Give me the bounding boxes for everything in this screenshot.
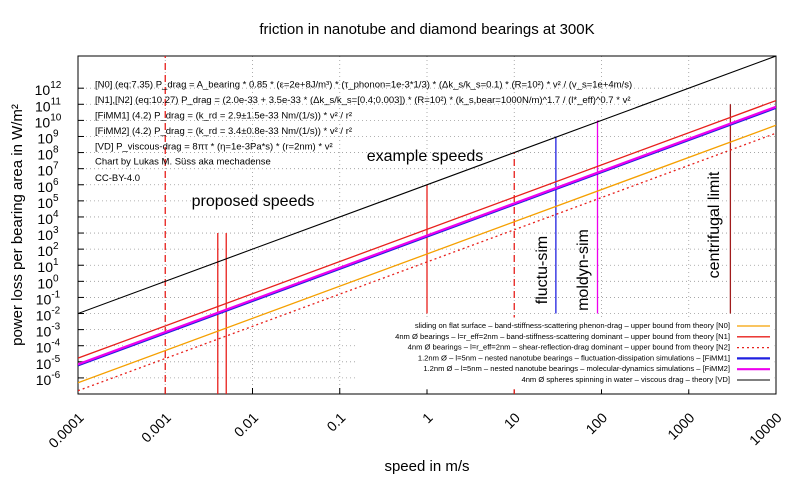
- y-tick-base: 10: [35, 82, 51, 98]
- x-tick-label: 10: [501, 409, 523, 431]
- x-tick-label: 0.01: [231, 409, 262, 440]
- y-tick-label: 10-2: [36, 305, 61, 323]
- annotation: centrifugal limit: [706, 171, 723, 278]
- y-tick-label: 103: [37, 225, 59, 243]
- chart-title: friction in nanotube and diamond bearing…: [259, 21, 594, 38]
- series-line: [78, 56, 776, 315]
- legend-label: 1.2nm Ø – l=5nm – nested nanotube bearin…: [423, 364, 730, 373]
- y-tick-exponent: 12: [50, 80, 62, 91]
- legend-label: 4nm Ø bearings – l=r_eff=2nm – shear-ref…: [408, 343, 730, 352]
- y-tick-base: 10: [36, 356, 52, 372]
- x-tick-label: 0.001: [138, 409, 174, 445]
- x-axis-label: speed in m/s: [384, 458, 469, 475]
- y-tick-exponent: 6: [53, 176, 59, 187]
- x-tick-label: 0.1: [323, 409, 348, 434]
- legend-label: sliding on flat surface – band-stiffness…: [415, 321, 730, 330]
- y-tick-base: 10: [37, 211, 53, 227]
- y-tick-base: 10: [37, 259, 53, 275]
- note: [VD] P_viscous-drag = 8πτ * (η=1e-3Pa*s)…: [95, 142, 333, 153]
- y-tick-exponent: 1: [53, 257, 59, 268]
- series-line: [78, 132, 776, 392]
- y-tick-exponent: 2: [53, 241, 59, 252]
- y-tick-label: 100: [37, 273, 59, 291]
- x-tick-label: 0.0001: [45, 409, 87, 451]
- y-tick-label: 1010: [35, 112, 62, 130]
- y-tick-base: 10: [37, 178, 53, 194]
- y-tick-exponent: 4: [53, 209, 59, 220]
- note: Chart by Lukas M. Süss aka mechadense: [95, 157, 271, 168]
- y-tick-exponent: -5: [51, 353, 60, 364]
- series-line: [78, 124, 776, 384]
- y-tick-base: 10: [35, 98, 51, 114]
- annotation: example speeds: [367, 148, 484, 165]
- legend-box: [356, 317, 775, 390]
- y-tick-label: 104: [37, 209, 59, 227]
- annotation: fluctu-sim: [534, 236, 551, 304]
- y-tick-base: 10: [37, 162, 53, 178]
- y-tick-base: 10: [37, 130, 53, 146]
- note: [FiMM1] (4.2) P_drag = (k_rd = 2.9±1.5e-…: [95, 111, 352, 122]
- annotation: proposed speeds: [192, 193, 315, 210]
- x-tick-label: 100: [582, 409, 610, 437]
- y-tick-base: 10: [36, 291, 52, 307]
- y-tick-base: 10: [36, 307, 52, 323]
- y-tick-exponent: 9: [53, 128, 59, 139]
- y-tick-exponent: -6: [51, 370, 60, 381]
- y-tick-exponent: 8: [53, 144, 59, 155]
- y-tick-base: 10: [36, 339, 52, 355]
- y-tick-label: 10-4: [36, 337, 61, 355]
- x-tick-label: 10000: [746, 409, 785, 448]
- series-line: [78, 105, 776, 366]
- y-tick-base: 10: [36, 323, 52, 339]
- y-tick-exponent: 11: [51, 96, 62, 107]
- y-tick-label: 106: [37, 176, 59, 194]
- note: [N0] (eq:7.35) P_drag = A_bearing * 0.85…: [95, 80, 632, 91]
- y-tick-base: 10: [36, 372, 52, 388]
- y-tick-label: 1011: [35, 96, 61, 114]
- y-tick-label: 105: [37, 192, 59, 210]
- y-tick-exponent: 5: [53, 192, 59, 203]
- y-axis-label: power loss per bearing area in W/m²: [9, 104, 26, 346]
- plot-frame: [77, 55, 777, 395]
- y-tick-label: 10-3: [36, 321, 61, 339]
- y-tick-exponent: 10: [50, 112, 62, 123]
- note: CC-BY-4.0: [95, 173, 140, 184]
- y-tick-base: 10: [37, 227, 53, 243]
- x-tick-label: 1: [419, 409, 436, 426]
- y-tick-exponent: -2: [51, 305, 60, 316]
- y-tick-exponent: 0: [53, 273, 59, 284]
- y-tick-exponent: -3: [51, 321, 60, 332]
- y-tick-label: 109: [37, 128, 59, 146]
- y-tick-label: 107: [37, 160, 59, 178]
- y-tick-label: 101: [37, 257, 59, 275]
- y-tick-base: 10: [37, 243, 53, 259]
- y-tick-label: 10-1: [36, 289, 61, 307]
- y-tick-label: 102: [37, 241, 59, 259]
- y-tick-label: 10-6: [36, 370, 61, 388]
- x-tick-label: 1000: [664, 409, 697, 442]
- y-tick-exponent: 3: [53, 225, 59, 236]
- y-tick-exponent: -1: [51, 289, 60, 300]
- y-tick-exponent: 7: [53, 160, 59, 171]
- legend-label: 1.2nm Ø – l=5nm – nested nanotube bearin…: [418, 353, 730, 362]
- y-tick-base: 10: [37, 146, 53, 162]
- y-tick-base: 10: [37, 275, 53, 291]
- y-tick-label: 10-5: [36, 353, 61, 371]
- y-tick-base: 10: [35, 114, 51, 130]
- series-line: [78, 99, 776, 359]
- y-tick-label: 1012: [35, 80, 62, 98]
- annotation: moldyn-sim: [575, 229, 592, 311]
- note: [FiMM2] (4.2) P_drag = (k_rd = 3.4±0.8e-…: [95, 126, 352, 137]
- legend-label: 4nm Ø bearings – l=r_eff=2nm – band-stif…: [395, 332, 730, 341]
- y-tick-exponent: -4: [51, 337, 60, 348]
- y-tick-base: 10: [37, 195, 53, 211]
- legend-label: 4nm Ø spheres spinning in water – viscou…: [521, 375, 730, 384]
- y-tick-label: 108: [37, 144, 59, 162]
- note: [N1],[N2] (eq:10.27) P_drag = (2.0e-33 +…: [95, 95, 630, 106]
